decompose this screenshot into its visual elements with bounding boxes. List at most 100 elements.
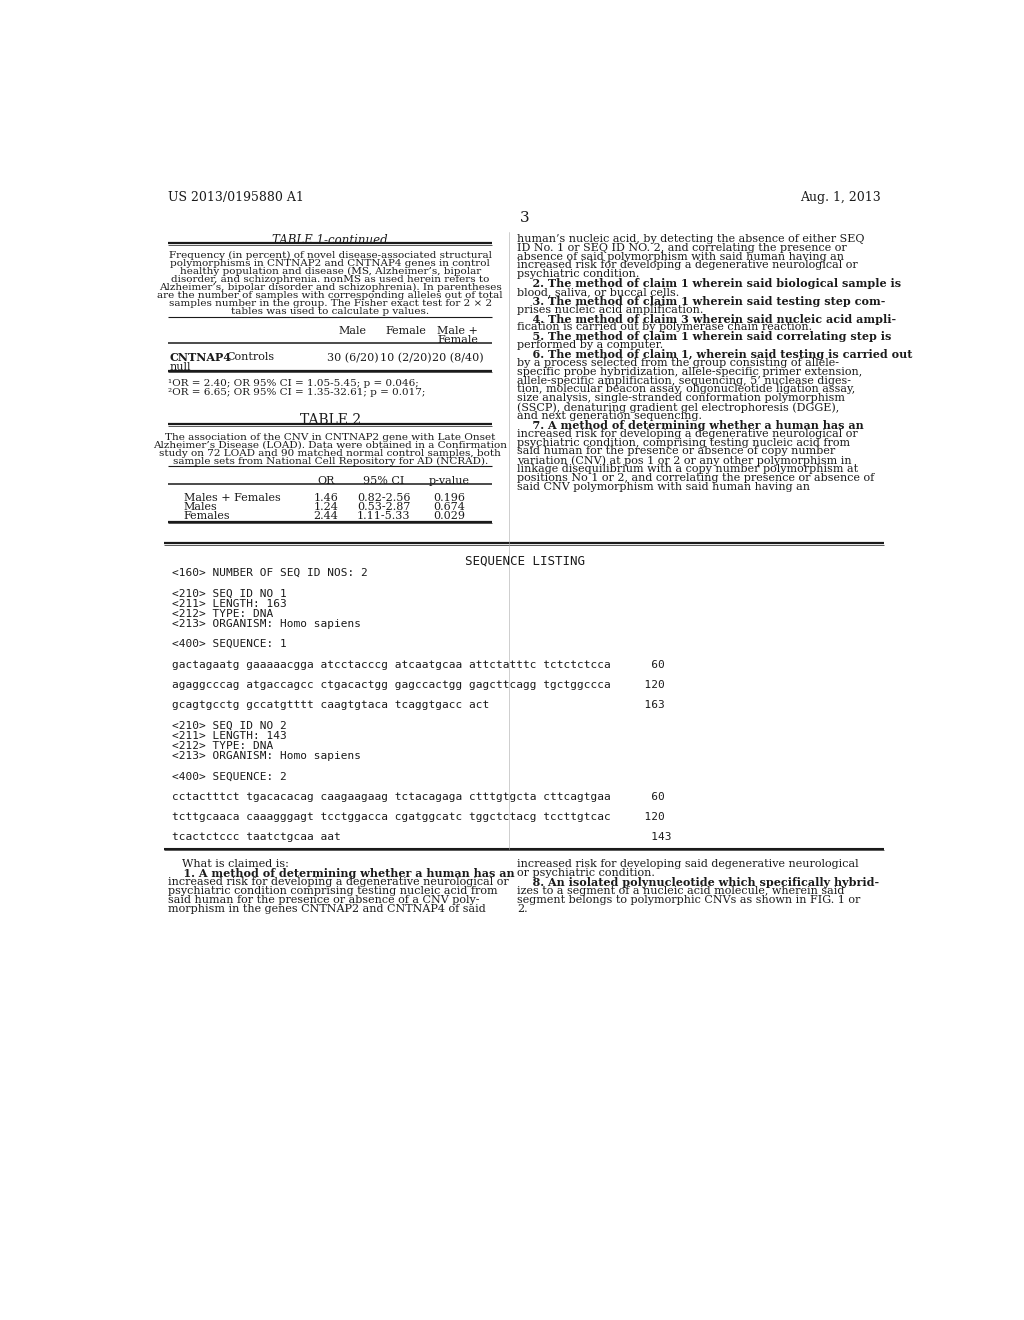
Text: prises nucleic acid amplification.: prises nucleic acid amplification. [517, 305, 703, 314]
Text: tcttgcaaca caaagggagt tcctggacca cgatggcatc tggctctacg tccttgtcac     120: tcttgcaaca caaagggagt tcctggacca cgatggc… [172, 812, 665, 822]
Text: <400> SEQUENCE: 1: <400> SEQUENCE: 1 [172, 639, 287, 649]
Text: Alzheimer’s Disease (LOAD). Data were obtained in a Confirmation: Alzheimer’s Disease (LOAD). Data were ob… [154, 441, 507, 450]
Text: healthy population and disease (MS, Alzheimer’s, bipolar: healthy population and disease (MS, Alzh… [179, 267, 481, 276]
Text: absence of said polymorphism with said human having an: absence of said polymorphism with said h… [517, 252, 844, 261]
Text: <211> LENGTH: 163: <211> LENGTH: 163 [172, 598, 287, 609]
Text: Female: Female [385, 326, 426, 337]
Text: What is claimed is:: What is claimed is: [168, 859, 289, 870]
Text: 1. A method of determining whether a human has an: 1. A method of determining whether a hum… [168, 869, 515, 879]
Text: said human for the presence or absence of a CNV poly-: said human for the presence or absence o… [168, 895, 480, 904]
Text: by a process selected from the group consisting of allele-: by a process selected from the group con… [517, 358, 839, 368]
Text: variation (CNV) at pos 1 or 2 or any other polymorphism in: variation (CNV) at pos 1 or 2 or any oth… [517, 455, 852, 466]
Text: increased risk for developing a degenerative neurological or: increased risk for developing a degenera… [517, 260, 858, 271]
Text: OR: OR [317, 475, 334, 486]
Text: polymorphisms in CNTNAP2 and CNTNAP4 genes in control: polymorphisms in CNTNAP2 and CNTNAP4 gen… [170, 259, 490, 268]
Text: 0.53-2.87: 0.53-2.87 [357, 502, 411, 512]
Text: agaggcccag atgaccagcc ctgacactgg gagccactgg gagcttcagg tgctggccca     120: agaggcccag atgaccagcc ctgacactgg gagccac… [172, 680, 665, 690]
Text: linkage disequilibrium with a copy number polymorphism at: linkage disequilibrium with a copy numbe… [517, 465, 858, 474]
Text: disorder, and schizophrenia. nonMS as used herein refers to: disorder, and schizophrenia. nonMS as us… [171, 275, 489, 284]
Text: 0.82-2.56: 0.82-2.56 [357, 492, 411, 503]
Text: samples number in the group. The Fisher exact test for 2 × 2: samples number in the group. The Fisher … [169, 300, 492, 309]
Text: (SSCP), denaturing gradient gel electrophoresis (DGGE),: (SSCP), denaturing gradient gel electrop… [517, 403, 840, 413]
Text: 5. The method of claim 1 wherein said correlating step is: 5. The method of claim 1 wherein said co… [517, 331, 892, 342]
Text: The association of the CNV in CNTNAP2 gene with Late Onset: The association of the CNV in CNTNAP2 ge… [165, 433, 496, 441]
Text: performed by a computer.: performed by a computer. [517, 341, 664, 350]
Text: <212> TYPE: DNA: <212> TYPE: DNA [172, 609, 273, 619]
Text: and next generation sequencing.: and next generation sequencing. [517, 411, 702, 421]
Text: <213> ORGANISM: Homo sapiens: <213> ORGANISM: Homo sapiens [172, 619, 361, 628]
Text: size analysis, single-stranded conformation polymorphism: size analysis, single-stranded conformat… [517, 393, 845, 403]
Text: izes to a segment of a nucleic acid molecule, wherein said: izes to a segment of a nucleic acid mole… [517, 886, 845, 896]
Text: <211> LENGTH: 143: <211> LENGTH: 143 [172, 731, 287, 741]
Text: p-value: p-value [429, 475, 470, 486]
Text: blood, saliva, or buccal cells.: blood, saliva, or buccal cells. [517, 286, 679, 297]
Text: 0.196: 0.196 [433, 492, 466, 503]
Text: said CNV polymorphism with said human having an: said CNV polymorphism with said human ha… [517, 482, 810, 492]
Text: gactagaatg gaaaaacgga atcctacccg atcaatgcaa attctatttc tctctctcca      60: gactagaatg gaaaaacgga atcctacccg atcaatg… [172, 660, 665, 669]
Text: ¹OR = 2.40; OR 95% CI = 1.05-5.45; p = 0.046;: ¹OR = 2.40; OR 95% CI = 1.05-5.45; p = 0… [168, 379, 419, 388]
Text: SEQUENCE LISTING: SEQUENCE LISTING [465, 554, 585, 568]
Text: US 2013/0195880 A1: US 2013/0195880 A1 [168, 191, 304, 203]
Text: gcagtgcctg gccatgtttt caagtgtaca tcaggtgacc act                       163: gcagtgcctg gccatgtttt caagtgtaca tcaggtg… [172, 700, 665, 710]
Text: 1.24: 1.24 [313, 502, 338, 512]
Text: Females: Females [183, 511, 230, 521]
Text: <210> SEQ ID NO 2: <210> SEQ ID NO 2 [172, 721, 287, 730]
Text: 0.674: 0.674 [434, 502, 466, 512]
Text: TABLE 2: TABLE 2 [300, 413, 360, 428]
Text: tion, molecular beacon assay, oligonucleotide ligation assay,: tion, molecular beacon assay, oligonucle… [517, 384, 855, 395]
Text: said human for the presence or absence of copy number: said human for the presence or absence o… [517, 446, 836, 457]
Text: Male +: Male + [437, 326, 478, 337]
Text: psychiatric condition.: psychiatric condition. [517, 269, 639, 280]
Text: fication is carried out by polymerase chain reaction.: fication is carried out by polymerase ch… [517, 322, 812, 333]
Text: 8. An isolated polynucleotide which specifically hybrid-: 8. An isolated polynucleotide which spec… [517, 876, 880, 888]
Text: increased risk for developing said degenerative neurological: increased risk for developing said degen… [517, 859, 859, 870]
Text: human’s nucleic acid, by detecting the absence of either SEQ: human’s nucleic acid, by detecting the a… [517, 234, 864, 244]
Text: 4. The method of claim 3 wherein said nucleic acid ampli-: 4. The method of claim 3 wherein said nu… [517, 314, 896, 325]
Text: 20 (8/40): 20 (8/40) [431, 352, 483, 363]
Text: 3: 3 [520, 211, 529, 224]
Text: TABLE 1-continued: TABLE 1-continued [272, 234, 388, 247]
Text: increased risk for developing a degenerative neurological or: increased risk for developing a degenera… [517, 429, 858, 438]
Text: study on 72 LOAD and 90 matched normal control samples, both: study on 72 LOAD and 90 matched normal c… [160, 449, 501, 458]
Text: 6. The method of claim 1, wherein said testing is carried out: 6. The method of claim 1, wherein said t… [517, 348, 912, 360]
Text: allele-specific amplification, sequencing, 5’ nuclease diges-: allele-specific amplification, sequencin… [517, 376, 851, 385]
Text: morphism in the genes CNTNAP2 and CNTNAP4 of said: morphism in the genes CNTNAP2 and CNTNAP… [168, 904, 486, 913]
Text: cctactttct tgacacacag caagaagaag tctacagaga ctttgtgcta cttcagtgaa      60: cctactttct tgacacacag caagaagaag tctacag… [172, 792, 665, 801]
Text: <160> NUMBER OF SEQ ID NOS: 2: <160> NUMBER OF SEQ ID NOS: 2 [172, 568, 368, 578]
Text: CNTNAP4: CNTNAP4 [170, 352, 231, 363]
Text: 95% CI: 95% CI [364, 475, 404, 486]
Text: specific probe hybridization, allele-specific primer extension,: specific probe hybridization, allele-spe… [517, 367, 862, 376]
Text: Female: Female [437, 335, 478, 345]
Text: <210> SEQ ID NO 1: <210> SEQ ID NO 1 [172, 589, 287, 598]
Text: 1.46: 1.46 [313, 492, 338, 503]
Text: 10 (2/20): 10 (2/20) [380, 352, 431, 363]
Text: are the number of samples with corresponding alleles out of total: are the number of samples with correspon… [158, 292, 503, 300]
Text: <213> ORGANISM: Homo sapiens: <213> ORGANISM: Homo sapiens [172, 751, 361, 762]
Text: <400> SEQUENCE: 2: <400> SEQUENCE: 2 [172, 771, 287, 781]
Text: Controls: Controls [226, 352, 274, 363]
Text: Frequency (in percent) of novel disease-associated structural: Frequency (in percent) of novel disease-… [169, 251, 492, 260]
Text: tcactctccc taatctgcaa aat                                              143: tcactctccc taatctgcaa aat 143 [172, 833, 672, 842]
Text: 2.44: 2.44 [313, 511, 338, 521]
Text: 0.029: 0.029 [433, 511, 466, 521]
Text: increased risk for developing a degenerative neurological or: increased risk for developing a degenera… [168, 876, 509, 887]
Text: sample sets from National Cell Repository for AD (NCRAD).: sample sets from National Cell Repositor… [173, 457, 487, 466]
Text: positions No 1 or 2, and correlating the presence or absence of: positions No 1 or 2, and correlating the… [517, 473, 874, 483]
Text: Males: Males [183, 502, 217, 512]
Text: 7. A method of determining whether a human has an: 7. A method of determining whether a hum… [517, 420, 864, 430]
Text: 30 (6/20): 30 (6/20) [327, 352, 379, 363]
Text: 2. The method of claim 1 wherein said biological sample is: 2. The method of claim 1 wherein said bi… [517, 279, 901, 289]
Text: 3. The method of claim 1 wherein said testing step com-: 3. The method of claim 1 wherein said te… [517, 296, 886, 306]
Text: psychiatric condition, comprising testing nucleic acid from: psychiatric condition, comprising testin… [517, 437, 850, 447]
Text: 2.: 2. [517, 904, 527, 913]
Text: segment belongs to polymorphic CNVs as shown in FIG. 1 or: segment belongs to polymorphic CNVs as s… [517, 895, 860, 904]
Text: ID No. 1 or SEQ ID NO. 2, and correlating the presence or: ID No. 1 or SEQ ID NO. 2, and correlatin… [517, 243, 847, 252]
Text: Male: Male [339, 326, 367, 337]
Text: null: null [170, 362, 191, 372]
Text: tables was used to calculate p values.: tables was used to calculate p values. [231, 308, 429, 317]
Text: 1.11-5.33: 1.11-5.33 [357, 511, 411, 521]
Text: or psychiatric condition.: or psychiatric condition. [517, 869, 655, 878]
Text: psychiatric condition comprising testing nucleic acid from: psychiatric condition comprising testing… [168, 886, 498, 896]
Text: <212> TYPE: DNA: <212> TYPE: DNA [172, 741, 273, 751]
Text: Males + Females: Males + Females [183, 492, 281, 503]
